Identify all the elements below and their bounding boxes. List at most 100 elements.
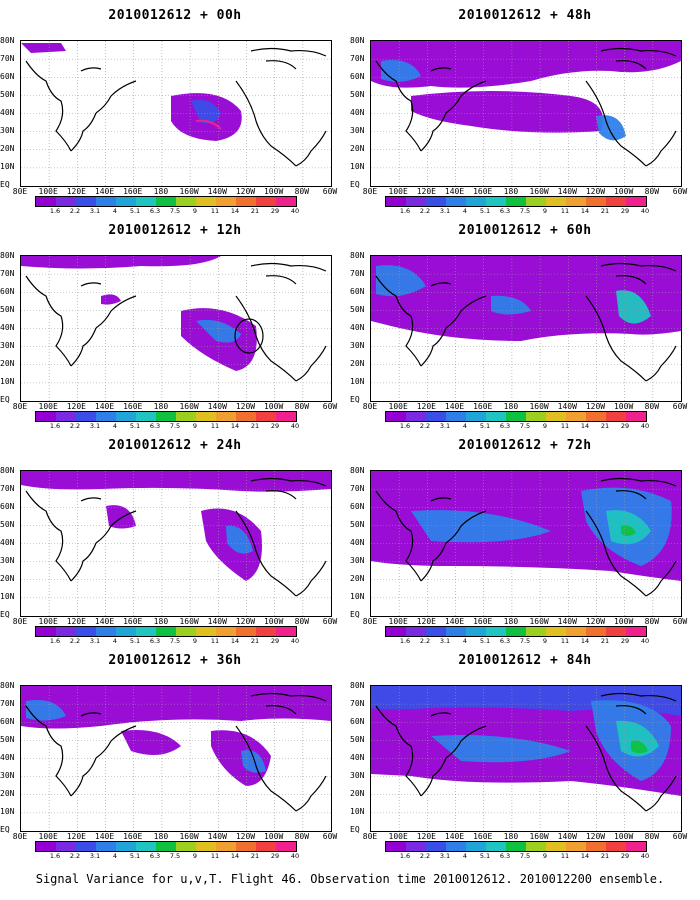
longitude-label: 120W xyxy=(585,832,606,841)
coastline xyxy=(235,510,297,597)
coastline xyxy=(420,112,447,152)
colorbar-label: 14 xyxy=(580,207,590,215)
colorbar-label: 14 xyxy=(230,852,240,860)
colorbar-label: 11 xyxy=(210,422,220,430)
longitude-label: 140E xyxy=(94,617,115,626)
colorbar-label: 9 xyxy=(192,637,198,645)
longitude-label: 100W xyxy=(263,187,284,196)
coastline xyxy=(615,705,647,715)
colorbar-label: 1.6 xyxy=(399,207,411,215)
colorbar-label: 21 xyxy=(250,637,260,645)
colorbar-label: 21 xyxy=(600,637,610,645)
colorbar-label: 9 xyxy=(192,422,198,430)
colorbar-label: 7.5 xyxy=(169,207,181,215)
latitude-label: EQ xyxy=(350,395,360,404)
panel-title: 2010012612 + 72h xyxy=(458,438,592,453)
colorbar-swatch xyxy=(526,197,546,206)
latitude-label: EQ xyxy=(350,825,360,834)
colorbar-label: 4 xyxy=(462,852,468,860)
colorbar-swatch xyxy=(176,842,196,851)
longitude-label: 60W xyxy=(672,832,688,841)
colorbar-swatch xyxy=(586,412,606,421)
latitude-label: 40N xyxy=(0,323,15,332)
map-svg xyxy=(371,41,681,186)
colorbar-label: 21 xyxy=(250,207,260,215)
colorbar-swatch xyxy=(216,412,236,421)
coastline xyxy=(95,80,137,114)
colorbar-label: 11 xyxy=(560,852,570,860)
colorbar-label: 2.2 xyxy=(69,422,81,430)
latitude-label: 50N xyxy=(0,520,15,529)
coastline xyxy=(600,262,677,272)
colorbar-swatch xyxy=(156,412,176,421)
longitude-label: 60W xyxy=(322,832,338,841)
colorbar-label: 3.1 xyxy=(89,852,101,860)
variance-contour xyxy=(596,115,626,141)
longitude-label: 60W xyxy=(322,617,338,626)
colorbar-labels: 1.6 2.2 3.1 4 5.1 6.3 7.5 9 11 14 21 29 40 xyxy=(385,852,649,861)
longitude-label: 120W xyxy=(235,617,256,626)
longitude-label: 100E xyxy=(38,187,58,196)
colorbar-label: 29 xyxy=(620,207,630,215)
coastline xyxy=(80,497,102,502)
colorbar-swatch xyxy=(386,197,406,206)
colorbar-labels: 1.6 2.2 3.1 4 5.1 6.3 7.5 9 11 14 21 29 40 xyxy=(385,637,649,646)
longitude-label: 160W xyxy=(529,402,549,411)
longitude-label: 60W xyxy=(322,187,338,196)
colorbar-label: 9 xyxy=(542,852,548,860)
colorbar-swatch xyxy=(116,842,136,851)
longitude-label: 120W xyxy=(585,402,606,411)
colorbar-label: 11 xyxy=(210,637,220,645)
colorbar-swatch xyxy=(486,197,506,206)
longitude-label: 140W xyxy=(557,617,577,626)
coastline xyxy=(70,542,97,582)
coastline xyxy=(235,80,297,167)
latitude-label: 30N xyxy=(0,341,15,350)
colorbar-label: 6.3 xyxy=(499,852,511,860)
latitude-label: 10N xyxy=(350,592,365,601)
colorbar-label: 6.3 xyxy=(499,422,511,430)
coastline xyxy=(265,275,297,285)
colorbar-swatch xyxy=(526,627,546,636)
colorbar-label: 21 xyxy=(250,422,260,430)
colorbar-swatch xyxy=(586,842,606,851)
colorbar-swatch xyxy=(276,412,296,421)
colorbar-swatch xyxy=(506,627,526,636)
colorbar-swatch xyxy=(36,197,56,206)
colorbar-label: 1.6 xyxy=(49,422,61,430)
map-svg xyxy=(21,471,331,616)
colorbar-swatch xyxy=(196,412,216,421)
longitude-label: 140E xyxy=(94,832,115,841)
coastline xyxy=(295,130,327,167)
variance-contour xyxy=(195,119,222,130)
longitude-label: 160E xyxy=(473,187,493,196)
colorbar-label: 11 xyxy=(210,852,220,860)
longitude-label: 180 xyxy=(503,187,519,196)
colorbar-swatch xyxy=(116,197,136,206)
colorbar-label: 9 xyxy=(542,422,548,430)
colorbar-label: 5.1 xyxy=(129,422,141,430)
colorbar-label: 6.3 xyxy=(149,422,161,430)
map-area xyxy=(20,40,332,187)
colorbar-swatch xyxy=(216,842,236,851)
coastline xyxy=(430,497,452,502)
variance-contour xyxy=(411,510,551,543)
colorbar-swatch xyxy=(626,627,646,636)
longitude-label: 100W xyxy=(263,402,284,411)
figure-caption: Signal Variance for u,v,T. Flight 46. Ob… xyxy=(35,872,665,886)
colorbar-label: 21 xyxy=(600,422,610,430)
colorbar-label: 7.5 xyxy=(519,207,531,215)
coastline xyxy=(250,262,327,272)
latitude-label: 50N xyxy=(350,520,365,529)
colorbar-label: 4 xyxy=(112,207,118,215)
latitude-label: 50N xyxy=(350,305,365,314)
coastline xyxy=(95,725,137,759)
coastline xyxy=(295,560,327,597)
coastline xyxy=(235,295,297,382)
longitude-label: 160E xyxy=(123,187,143,196)
colorbar-label: 1.6 xyxy=(49,637,61,645)
colorbar-swatch xyxy=(486,412,506,421)
coastline xyxy=(645,345,677,382)
longitude-label: 160W xyxy=(179,402,199,411)
longitude-label: 140W xyxy=(207,832,227,841)
